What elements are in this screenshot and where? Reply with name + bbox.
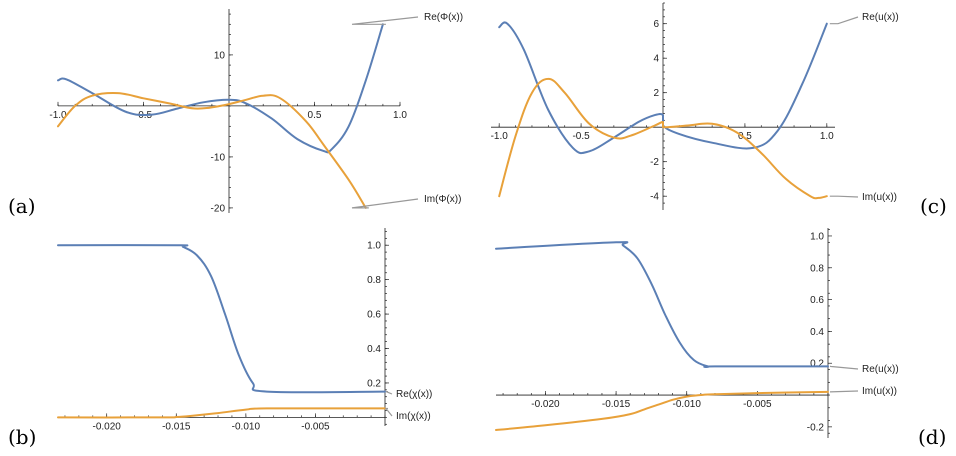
series-re-line (57, 244, 386, 394)
x-tick-label: -0.015 (602, 399, 631, 410)
series-im-line (495, 390, 829, 431)
x-tick-label: -0.010 (232, 421, 261, 432)
y-tick-label: 0.6 (810, 295, 824, 306)
x-tick-label: 1.0 (393, 110, 407, 121)
y-tick-label: 6 (653, 19, 659, 30)
y-tick-label: -4 (650, 192, 659, 203)
series-re-line (498, 21, 828, 155)
y-tick-label: 1.0 (810, 231, 824, 242)
x-tick-label: 0.5 (308, 110, 322, 121)
y-tick-label: -2 (650, 157, 659, 168)
panel-label: (a) (8, 194, 36, 218)
panel-a: -1.0 -0.5 0.5 1.010-10-20Re(Φ(x))Im(Φ(x))(a… (8, 9, 463, 218)
series-im-label: Im(u(x)) (862, 386, 897, 397)
panel-c: -1.0 -0.5 0.5 1.0 6 4 2 -2 -4 Re(u(x)) Im(u(x)) (c) (491, 2, 947, 218)
x-tick-label: 1.0 (820, 131, 834, 142)
x-tick-label: 0.5 (738, 131, 752, 142)
y-tick-label: 2 (653, 88, 659, 99)
x-tick-label: -0.005 (301, 421, 330, 432)
panel-label: (b) (8, 425, 36, 449)
panel-label: (c) (920, 194, 947, 218)
series-re-leader (351, 16, 419, 25)
series-im-leader (829, 195, 859, 198)
series-im-label: Im(Φ(x)) (424, 194, 461, 205)
x-tick-label: -0.020 (531, 399, 560, 410)
y-tick-label: 0.4 (367, 344, 381, 355)
y-tick-label: 0.8 (367, 275, 381, 286)
x-tick-label: -0.010 (673, 399, 702, 410)
y-tick-label: 1.0 (367, 241, 381, 252)
panel-d: -0.020 -0.015 -0.010 -0.005 1.0 0.8 0.6 0.4 0.2 -… (495, 228, 946, 449)
series-re-label: Re(χ(x)) (396, 389, 432, 400)
y-tick-label: -20 (211, 203, 226, 214)
y-tick-label: 0.2 (367, 378, 381, 389)
series-re-leader (385, 390, 393, 395)
series-im-leader (829, 390, 859, 393)
series-re-line (57, 23, 384, 154)
x-tick-label: -1.0 (49, 110, 67, 121)
series-im-line (498, 77, 828, 200)
series-re-label: Re(Φ(x)) (424, 12, 463, 23)
series-re-line (495, 241, 829, 368)
y-tick-label: 0.6 (367, 310, 381, 321)
x-tick-label: -0.020 (93, 421, 122, 432)
y-tick-label: -0.2 (807, 422, 825, 433)
y-tick-label: 4 (653, 54, 659, 65)
series-re-label: Re(u(x)) (862, 364, 899, 375)
series-re-leader (829, 365, 859, 370)
series-im-leader (384, 407, 393, 417)
y-tick-label: 0.4 (810, 327, 824, 338)
panel-b: -0.020 -0.015 -0.010 -0.005 0.2 0.4 0.6 0.8 1.0 R… (8, 228, 432, 449)
x-tick-label: -0.005 (743, 399, 772, 410)
x-tick-label: -1.0 (491, 131, 509, 142)
series-im-leader (351, 198, 419, 209)
series-im-line (57, 92, 367, 209)
series-im-line (57, 407, 386, 419)
y-tick-label: 0.2 (810, 359, 824, 370)
series-im-label: Im(χ(x)) (396, 411, 431, 422)
x-tick-label: -0.5 (572, 131, 590, 142)
y-tick-label: -10 (211, 152, 226, 163)
y-tick-label: 0.8 (810, 263, 824, 274)
panel-label: (d) (918, 425, 946, 449)
x-tick-label: -0.015 (162, 421, 191, 432)
series-re-leader (829, 16, 859, 25)
y-tick-label: 10 (214, 50, 226, 61)
series-re-label: Re(u(x)) (862, 12, 899, 23)
series-im-label: Im(u(x)) (862, 192, 897, 203)
